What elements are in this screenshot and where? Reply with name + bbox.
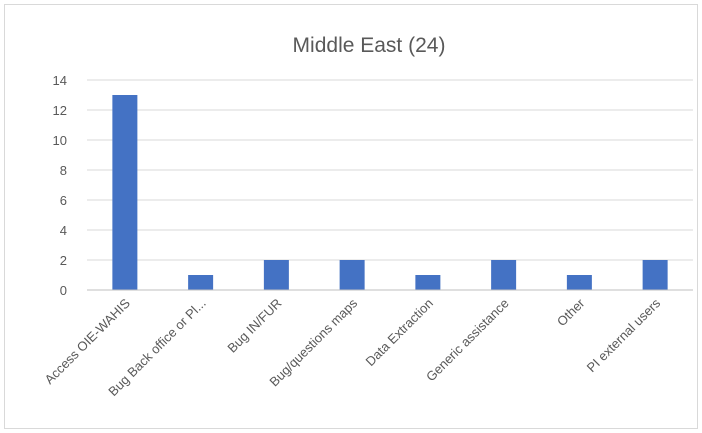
y-tick-label: 0: [60, 283, 67, 298]
y-tick-label: 12: [53, 103, 67, 118]
y-tick-label: 2: [60, 253, 67, 268]
gridlines: [87, 79, 693, 261]
bar: [263, 260, 289, 290]
y-tick-label: 4: [60, 223, 67, 238]
bar: [188, 275, 214, 290]
chart-title: Middle East (24): [293, 34, 446, 57]
x-tick-label: PI external users: [584, 295, 664, 375]
bar: [642, 260, 668, 290]
x-tick-label: Other: [554, 295, 588, 329]
bar: [566, 275, 592, 290]
y-tick-label: 14: [53, 73, 67, 88]
x-tick-label: Data Extraction: [363, 296, 436, 369]
y-tick-label: 10: [53, 133, 67, 148]
y-tick-label: 6: [60, 193, 67, 208]
bar: [339, 260, 365, 290]
bars: [112, 95, 668, 290]
x-tick-label: Generic assistance: [423, 296, 512, 385]
y-axis-ticks: 0 2 4 6 8 10 12 14: [53, 73, 67, 298]
bar: [491, 260, 517, 290]
y-tick-label: 8: [60, 163, 67, 178]
bar: [112, 95, 138, 290]
bar: [415, 275, 441, 290]
x-tick-label: Bug IN/FUR: [224, 296, 284, 356]
